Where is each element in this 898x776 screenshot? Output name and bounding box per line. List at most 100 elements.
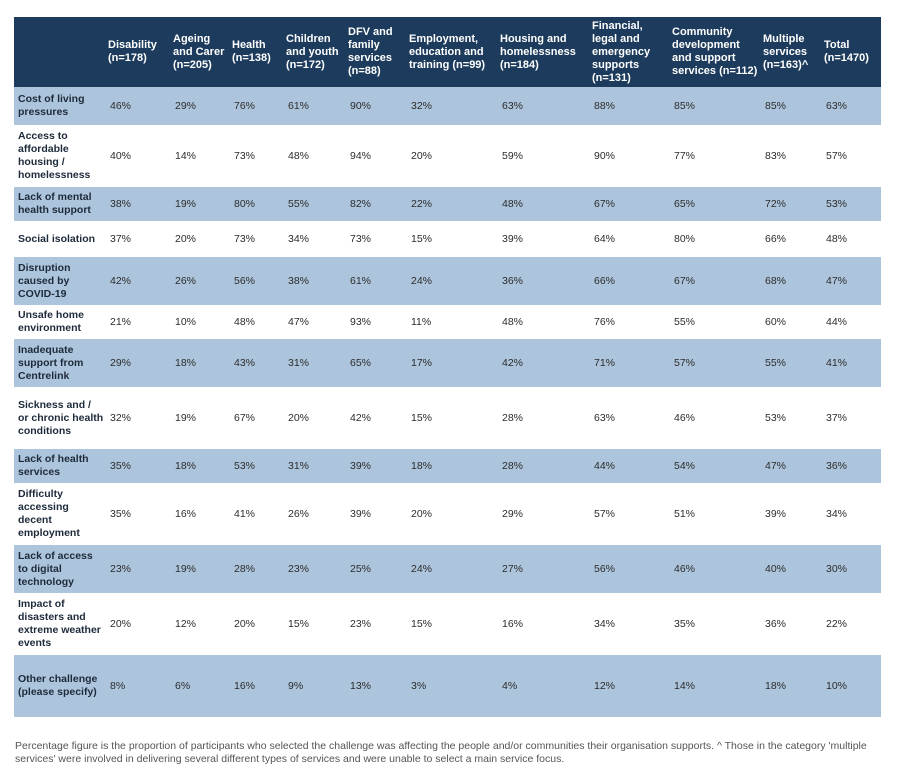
column-header: Health (n=138): [230, 17, 284, 87]
column-header: Financial, legal and emergency supports …: [590, 17, 670, 87]
table-cell: 18%: [761, 655, 822, 717]
table-cell: 57%: [826, 149, 848, 162]
table-cell: 76%: [594, 315, 616, 328]
table-cell: 59%: [502, 149, 524, 162]
table-cell: 23%: [106, 545, 171, 593]
table-cell: 43%: [230, 339, 284, 387]
table-cell: 55%: [761, 339, 822, 387]
table-cell: 31%: [284, 339, 346, 387]
table-cell: 26%: [288, 507, 310, 520]
table-row: Lack of access to digital technology 23% 1…: [14, 545, 881, 593]
table-cell: 29%: [171, 87, 230, 125]
table-row: Sickness and / or chronic health conditi…: [14, 387, 881, 449]
table-cell: 26%: [171, 257, 230, 305]
table-cell: 57%: [594, 507, 616, 520]
column-header: Community development and support servic…: [670, 17, 761, 87]
table-cell: 14%: [670, 655, 761, 717]
table-cell: 22%: [826, 617, 848, 630]
table-row: Cost of living pressures 46% 29% 76% 61% 90% 3…: [14, 87, 881, 125]
table-cell: 77%: [674, 149, 696, 162]
table-cell: 20%: [175, 232, 197, 245]
table-cell: 3%: [407, 655, 498, 717]
table-cell: 16%: [175, 507, 197, 520]
row-label: Impact of disasters and extreme weather …: [18, 598, 101, 649]
table-cell: 29%: [106, 339, 171, 387]
table-cell: 63%: [822, 87, 881, 125]
table-cell: 16%: [502, 617, 524, 630]
table-row: Impact of disasters and extreme weather …: [14, 593, 881, 655]
table-cell: 41%: [822, 339, 881, 387]
table-cell: 41%: [234, 507, 256, 520]
row-label: Social isolation: [18, 232, 96, 245]
table-cell: 48%: [288, 149, 310, 162]
table-cell: 90%: [594, 149, 616, 162]
table-cell: 15%: [288, 617, 310, 630]
table-cell: 20%: [411, 507, 433, 520]
table-cell: 48%: [826, 232, 848, 245]
table-cell: 28%: [498, 449, 590, 483]
row-label: Cost of living pressures: [14, 87, 106, 125]
table-cell: 67%: [670, 257, 761, 305]
table-cell: 24%: [407, 545, 498, 593]
table-cell: 47%: [822, 257, 881, 305]
table-cell: 34%: [594, 617, 616, 630]
table-cell: 19%: [175, 411, 197, 424]
table-row: Disruption caused by COVID-19 42% 26% 56% 38…: [14, 257, 881, 305]
row-label: Disruption caused by COVID-19: [14, 257, 106, 305]
column-header: Total (n=1470): [822, 17, 881, 87]
table-cell: 23%: [350, 617, 372, 630]
table-cell: 17%: [407, 339, 498, 387]
table-row: Other challenge (please specify) 8% 6% 16% 9…: [14, 655, 881, 717]
table-cell: 71%: [590, 339, 670, 387]
table-cell: 34%: [826, 507, 848, 520]
table-cell: 20%: [110, 617, 132, 630]
table-cell: 9%: [284, 655, 346, 717]
table-cell: 47%: [288, 315, 310, 328]
table-cell: 38%: [284, 257, 346, 305]
table-row: Difficulty accessing decent employment 35…: [14, 483, 881, 545]
table-cell: 44%: [590, 449, 670, 483]
table-cell: 18%: [171, 339, 230, 387]
column-header: Disability (n=178): [106, 17, 171, 87]
table-cell: 34%: [288, 232, 310, 245]
table-cell: 40%: [761, 545, 822, 593]
table-cell: 83%: [765, 149, 787, 162]
table-cell: 38%: [106, 187, 171, 221]
challenges-table: Disability (n=178) Ageing and Carer (n=20…: [14, 17, 881, 717]
footnote: Percentage figure is the proportion of p…: [15, 740, 867, 765]
table-cell: 90%: [346, 87, 407, 125]
table-cell: 28%: [502, 411, 524, 424]
table-row: Access to affordable housing / homelessn…: [14, 125, 881, 187]
table-cell: 35%: [674, 617, 696, 630]
table-cell: 66%: [590, 257, 670, 305]
table-cell: 15%: [411, 232, 433, 245]
table-cell: 44%: [826, 315, 848, 328]
row-label: Unsafe home environment: [18, 309, 84, 334]
row-label: Lack of access to digital technology: [14, 545, 106, 593]
table-cell: 57%: [670, 339, 761, 387]
table-cell: 15%: [411, 617, 433, 630]
table-cell: 82%: [346, 187, 407, 221]
table-cell: 32%: [407, 87, 498, 125]
table-body: Cost of living pressures 46% 29% 76% 61% 90% 3…: [14, 87, 881, 717]
table-cell: 39%: [350, 507, 372, 520]
table-cell: 47%: [761, 449, 822, 483]
table-cell: 56%: [230, 257, 284, 305]
row-label: Lack of mental health support: [14, 187, 106, 221]
table-cell: 68%: [761, 257, 822, 305]
header-corner: [14, 17, 106, 87]
table-cell: 42%: [350, 411, 372, 424]
table-cell: 30%: [822, 545, 881, 593]
table-cell: 55%: [284, 187, 346, 221]
table-cell: 53%: [822, 187, 881, 221]
table-cell: 12%: [590, 655, 670, 717]
table-cell: 39%: [765, 507, 787, 520]
table-cell: 48%: [234, 315, 256, 328]
table-cell: 85%: [761, 87, 822, 125]
table-cell: 80%: [230, 187, 284, 221]
table-cell: 23%: [284, 545, 346, 593]
table-cell: 36%: [822, 449, 881, 483]
column-header: Multiple services (n=163)^: [761, 17, 822, 87]
table-cell: 21%: [110, 315, 132, 328]
table-cell: 4%: [498, 655, 590, 717]
